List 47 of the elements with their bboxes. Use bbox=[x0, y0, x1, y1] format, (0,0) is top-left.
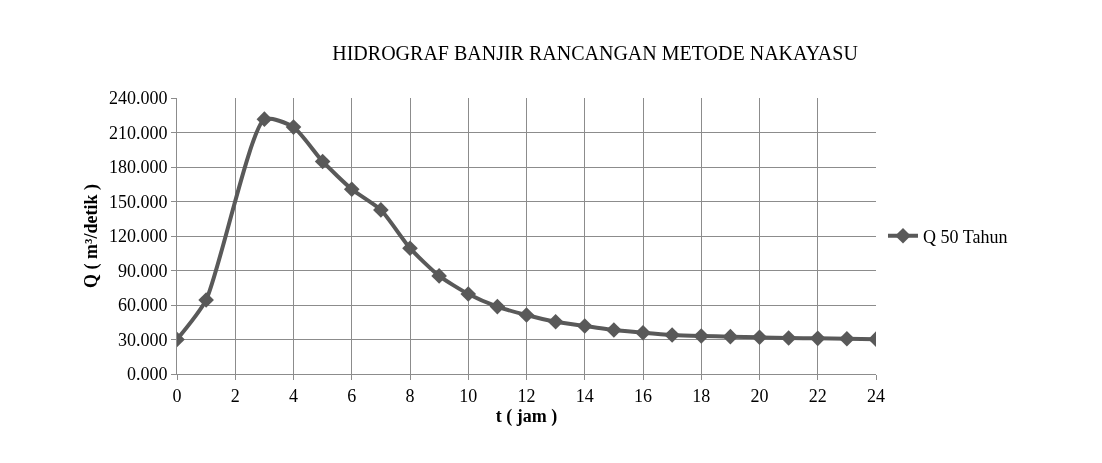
x-tick-label: 24 bbox=[867, 385, 885, 406]
x-tick-label: 2 bbox=[230, 385, 240, 406]
point bbox=[285, 119, 302, 135]
y-tick-label: 30.000 bbox=[117, 329, 168, 350]
x-tick-label: 4 bbox=[289, 385, 298, 406]
point bbox=[198, 292, 214, 308]
point bbox=[635, 324, 651, 341]
point bbox=[809, 330, 826, 347]
point bbox=[606, 322, 622, 338]
y-axis-title: Q ( m³/detik ) bbox=[81, 184, 103, 288]
x-tick-label: 22 bbox=[808, 385, 827, 406]
point bbox=[839, 330, 855, 347]
point bbox=[314, 153, 331, 170]
point bbox=[664, 327, 680, 343]
point bbox=[693, 328, 710, 344]
y-tick-label: 240.000 bbox=[108, 88, 168, 109]
y-tick-label: 210.000 bbox=[108, 122, 168, 143]
point bbox=[402, 240, 418, 256]
point bbox=[751, 329, 768, 346]
x-tick-label: 18 bbox=[692, 385, 711, 406]
point bbox=[518, 307, 535, 323]
y-tick-label: 90.000 bbox=[117, 260, 168, 281]
point bbox=[547, 313, 564, 330]
y-tick-label: 150.000 bbox=[108, 191, 168, 212]
point bbox=[373, 202, 389, 218]
x-tick-label: 6 bbox=[347, 385, 357, 406]
x-axis-title: t ( jam ) bbox=[495, 405, 558, 427]
x-tick-label: 20 bbox=[750, 385, 769, 406]
x-tick-label: 12 bbox=[517, 385, 536, 406]
x-tick-label: 14 bbox=[575, 385, 594, 406]
x-tick-label: 16 bbox=[634, 385, 652, 406]
point bbox=[460, 286, 477, 302]
y-tick-label: 120.000 bbox=[108, 226, 168, 247]
y-tick-label: 60.000 bbox=[117, 295, 168, 316]
x-tick-label: 0 bbox=[172, 385, 182, 406]
point bbox=[343, 181, 360, 197]
point bbox=[489, 298, 506, 315]
y-tick-label: 0.000 bbox=[126, 364, 168, 385]
legend-label: Q 50 Tahun bbox=[922, 226, 1008, 247]
point bbox=[722, 328, 739, 345]
x-tick-label: 10 bbox=[459, 385, 478, 406]
chart-title: HIDROGRAF BANJIR RANCANGAN METODE NAKAYASU bbox=[332, 42, 859, 65]
y-tick-label: 180.000 bbox=[108, 157, 168, 178]
x-tick-label: 8 bbox=[405, 385, 415, 406]
point bbox=[256, 111, 273, 127]
point bbox=[576, 318, 593, 334]
point bbox=[431, 268, 447, 284]
